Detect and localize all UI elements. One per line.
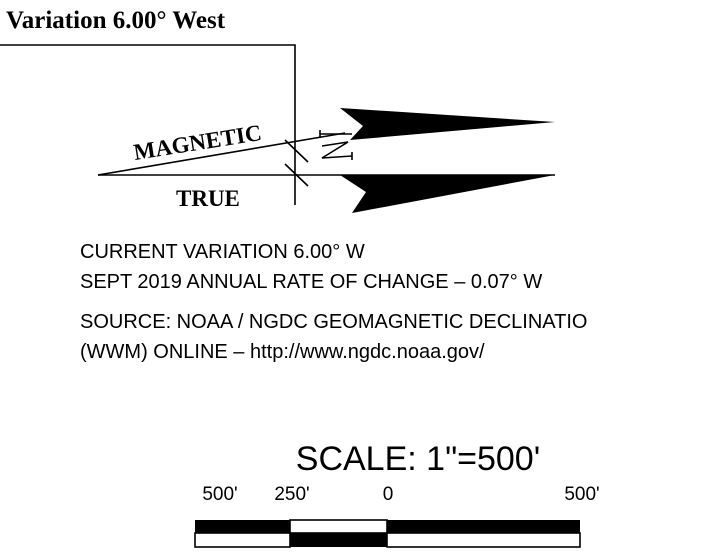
scale-label: 500': [202, 484, 237, 505]
magnetic-arrowhead: [340, 108, 555, 140]
scale-segment: [290, 533, 387, 547]
scale-label: 250': [274, 484, 309, 505]
note: SEPT 2019 ANNUAL RATE OF CHANGE – 0.07° …: [80, 271, 542, 293]
true-label: TRUE: [176, 186, 240, 211]
scale-segment: [194, 532, 291, 548]
scale-segment: [195, 520, 290, 533]
note: SOURCE: NOAA / NGDC GEOMAGNETIC DECLINAT…: [80, 311, 587, 333]
scale-bar: [194, 519, 581, 548]
scale-label: 500': [564, 484, 599, 505]
title: Variation 6.00° West: [6, 7, 226, 34]
tick: [284, 163, 309, 187]
scale-title: SCALE: 1"=500': [296, 440, 540, 478]
scale-segment: [387, 520, 580, 533]
scale-segment: [386, 532, 581, 548]
note: CURRENT VARIATION 6.00° W: [80, 241, 365, 263]
magnetic-line: [97, 132, 346, 176]
note: (WWM) ONLINE – http://www.ngdc.noaa.gov/: [80, 341, 485, 363]
scale-segment: [289, 519, 388, 534]
frame-line: [0, 44, 296, 205]
scale-label: 0: [383, 484, 394, 505]
z-mark: [321, 141, 353, 159]
true-arrowhead: [340, 175, 555, 213]
tick: [284, 139, 309, 163]
